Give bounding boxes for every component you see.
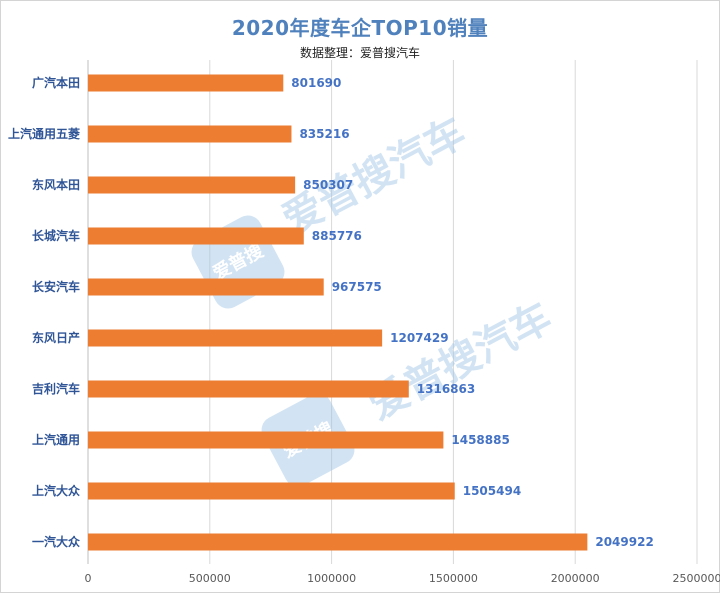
bars-group: 广汽本田 801690 上汽通用五菱 835216 东风本田 850307 长城汽车 8857… (8, 74, 654, 551)
category-label: 东风本田 (32, 177, 80, 192)
chart-title: 2020年度车企TOP10销量 (231, 16, 489, 40)
x-tick-label: 2000000 (551, 572, 600, 585)
bar (88, 227, 304, 245)
x-axis-ticks: 0 500000 1000000 1500000 2000000 2500000 (85, 572, 720, 585)
data-label: 850307 (303, 178, 353, 192)
data-label: 1316863 (417, 382, 475, 396)
bar (88, 74, 284, 92)
category-label: 东风日产 (32, 330, 80, 345)
category-label: 吉利汽车 (32, 381, 80, 396)
data-label: 1207429 (390, 331, 448, 345)
chart-subtitle: 数据整理：爱普搜汽车 (299, 46, 420, 60)
category-label: 上汽通用 (32, 432, 80, 447)
bar (88, 329, 383, 347)
data-label: 835216 (299, 127, 349, 141)
category-label: 上汽通用五菱 (8, 126, 80, 141)
x-tick-label: 500000 (189, 572, 231, 585)
gridlines (87, 60, 698, 564)
bar (88, 380, 409, 398)
data-label: 1458885 (451, 433, 509, 447)
x-tick-label: 0 (85, 572, 92, 585)
watermark-text: 爱普搜汽车 (361, 294, 559, 429)
bar (88, 431, 444, 449)
data-label: 967575 (332, 280, 382, 294)
bar (88, 125, 292, 143)
bar (88, 482, 455, 500)
data-label: 2049922 (595, 535, 653, 549)
bar (88, 176, 296, 194)
data-label: 885776 (312, 229, 362, 243)
data-label: 801690 (291, 76, 341, 90)
bar (88, 278, 324, 296)
category-label: 长安汽车 (32, 279, 80, 294)
x-tick-label: 1500000 (429, 572, 478, 585)
category-label: 长城汽车 (32, 228, 80, 243)
data-label: 1505494 (463, 484, 521, 498)
watermark-badge: 爱普搜 (191, 215, 285, 309)
category-label: 一汽大众 (32, 534, 81, 549)
category-label: 广汽本田 (32, 75, 80, 90)
x-tick-label: 2500000 (673, 572, 720, 585)
category-label: 上汽大众 (32, 483, 81, 498)
bar (88, 533, 588, 551)
x-tick-label: 1000000 (307, 572, 356, 585)
